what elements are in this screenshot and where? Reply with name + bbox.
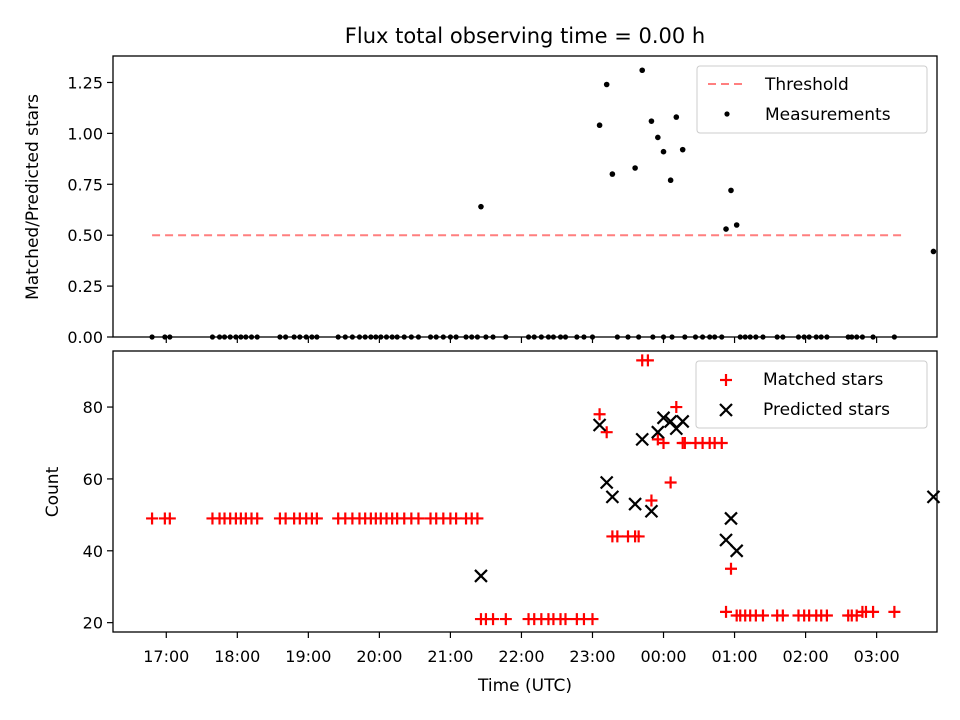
matched-star-point: [163, 512, 176, 525]
measurement-point: [723, 226, 729, 232]
x-axis-label: Time (UTC): [477, 676, 572, 696]
matched-star-point: [720, 605, 733, 618]
legend-matched-label: Matched stars: [763, 370, 883, 390]
legend-threshold-label: Threshold: [764, 75, 849, 95]
matched-star-point: [645, 494, 658, 507]
bottom-y-tick-label: 20: [83, 614, 103, 633]
legend-predicted-label: Predicted stars: [763, 400, 890, 420]
matched-star-point: [670, 401, 683, 414]
top-y-tick-label: 0.75: [67, 175, 103, 194]
top-y-tick-label: 0.25: [67, 277, 103, 296]
top-y-tick-label: 0.50: [67, 226, 103, 245]
measurement-point: [632, 165, 638, 171]
matched-star-point: [715, 436, 728, 449]
top-panel: 0.00 0.25 0.50 0.75 1.00 1.25 Matched/Predict…: [23, 55, 938, 347]
matched-star-point: [146, 512, 159, 525]
matched-star-point: [641, 354, 654, 367]
measurement-point: [673, 114, 680, 120]
predicted-star-point: [635, 432, 649, 447]
measurement-point: [655, 134, 661, 141]
bottom-axes-frame: [112, 350, 938, 633]
bottom-legend: Matched stars Predicted stars: [695, 360, 928, 429]
top-y-tick-label: 1.25: [67, 73, 103, 92]
predicted-star-point: [719, 533, 733, 547]
matched-star-point: [867, 605, 880, 618]
measurement-point: [478, 203, 484, 210]
bottom-x-tick-label: 20:00: [356, 647, 402, 666]
predicted-star-point: [474, 569, 488, 583]
bottom-y-tick-label: 60: [83, 470, 103, 489]
top-axes-frame: [112, 55, 938, 338]
bottom-x-tick-label: 00:00: [640, 647, 686, 666]
measurement-point: [609, 171, 616, 177]
measurement-point: [667, 177, 674, 184]
predicted-star-point: [592, 418, 607, 432]
measurement-point: [596, 122, 603, 129]
matched-star-point: [611, 530, 624, 543]
bottom-y-tick-label: 80: [83, 398, 103, 417]
matched-star-point: [756, 609, 769, 622]
predicted-star-point: [644, 504, 659, 519]
matched-star-point: [586, 613, 599, 626]
predicted-star-point: [724, 511, 738, 526]
top-y-axis-label: Matched/Predicted stars: [23, 94, 43, 300]
predicted-star-point: [628, 497, 642, 511]
predicted-star-point: [729, 544, 744, 558]
legend-predicted-swatch: [719, 403, 733, 417]
top-y-tick-label: 1.00: [67, 124, 103, 143]
bottom-x-tick-label: 19:00: [285, 647, 331, 666]
bottom-y-tick-label: 40: [83, 542, 103, 561]
chart-title: Flux total observing time = 0.00 h: [345, 24, 705, 48]
legend-matched-swatch: [720, 374, 732, 386]
measurement-point: [639, 67, 646, 74]
bottom-y-axis-label: Count: [43, 466, 63, 517]
matched-star-point: [776, 609, 789, 622]
bottom-x-tick-label: 03:00: [854, 647, 900, 666]
predicted-star-point: [651, 425, 665, 439]
predicted-star-point: [599, 475, 614, 490]
measurement-point: [733, 222, 740, 228]
legend-measurements-swatch: [724, 111, 730, 117]
legend-measurements-label: Measurements: [765, 105, 891, 125]
matched-star-point: [657, 436, 670, 449]
measurement-point: [660, 148, 667, 155]
matched-star-point: [888, 605, 901, 618]
measurement-point: [930, 248, 937, 255]
matched-star-point: [664, 476, 677, 489]
measurement-point: [728, 187, 734, 194]
matched-star-point: [820, 609, 833, 622]
matched-star-point: [725, 562, 737, 575]
matched-star-point: [471, 512, 484, 525]
matched-star-point: [593, 408, 606, 421]
bottom-x-tick-label: 21:00: [427, 647, 473, 666]
matched-star-point: [499, 613, 512, 626]
matched-star-point: [251, 512, 264, 525]
matched-star-point: [559, 613, 572, 626]
measurement-point: [648, 118, 655, 124]
matched-star-point: [487, 613, 500, 626]
matched-star-point: [310, 512, 323, 525]
predicted-star-point: [675, 414, 690, 429]
bottom-x-tick-label: 18:00: [214, 647, 260, 666]
bottom-x-tick-label: 23:00: [569, 647, 615, 666]
predicted-star-point: [605, 490, 620, 504]
bottom-x-tick-label: 01:00: [711, 647, 757, 666]
measurement-point: [603, 81, 610, 88]
bottom-panel: 20 40 60 80 17:00 18:00 19:00 20:00 21:00 22:00 23…: [43, 350, 941, 696]
top-y-tick-label: 0.00: [67, 328, 103, 347]
bottom-x-tick-label: 02:00: [783, 647, 829, 666]
matched-star-point: [632, 530, 645, 543]
predicted-star-point: [656, 411, 671, 425]
bottom-x-tick-label: 22:00: [498, 647, 544, 666]
top-legend: Threshold Measurements: [696, 65, 928, 134]
measurement-point: [679, 146, 686, 153]
matched-star-point: [600, 426, 613, 439]
matched-star-point: [678, 436, 691, 449]
matched-star-point: [412, 512, 425, 525]
bottom-x-tick-label: 17:00: [143, 647, 189, 666]
